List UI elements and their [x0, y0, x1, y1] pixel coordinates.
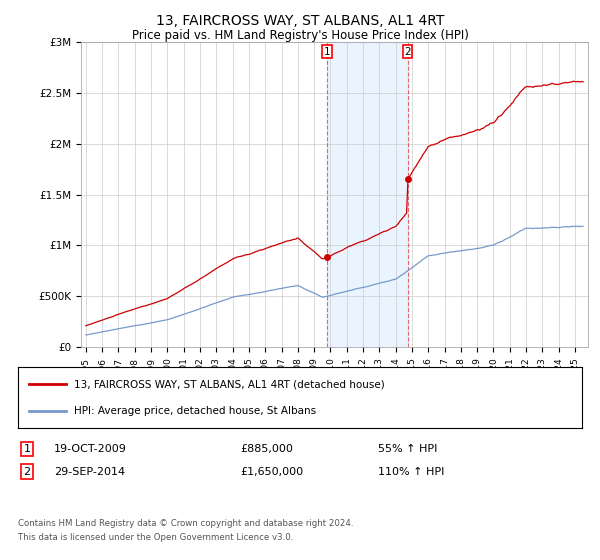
Text: 1: 1: [23, 444, 31, 454]
Text: HPI: Average price, detached house, St Albans: HPI: Average price, detached house, St A…: [74, 406, 317, 416]
Text: £1,650,000: £1,650,000: [240, 466, 303, 477]
Text: 19-OCT-2009: 19-OCT-2009: [54, 444, 127, 454]
Text: 2: 2: [23, 466, 31, 477]
Bar: [327, 42, 407, 347]
Text: 13, FAIRCROSS WAY, ST ALBANS, AL1 4RT (detached house): 13, FAIRCROSS WAY, ST ALBANS, AL1 4RT (d…: [74, 379, 385, 389]
Text: This data is licensed under the Open Government Licence v3.0.: This data is licensed under the Open Gov…: [18, 533, 293, 542]
Text: 29-SEP-2014: 29-SEP-2014: [54, 466, 125, 477]
Text: Contains HM Land Registry data © Crown copyright and database right 2024.: Contains HM Land Registry data © Crown c…: [18, 519, 353, 528]
Text: Price paid vs. HM Land Registry's House Price Index (HPI): Price paid vs. HM Land Registry's House …: [131, 29, 469, 42]
Text: 13, FAIRCROSS WAY, ST ALBANS, AL1 4RT: 13, FAIRCROSS WAY, ST ALBANS, AL1 4RT: [156, 14, 444, 28]
Text: 55% ↑ HPI: 55% ↑ HPI: [378, 444, 437, 454]
Text: £885,000: £885,000: [240, 444, 293, 454]
Text: 1: 1: [323, 46, 331, 57]
Text: 110% ↑ HPI: 110% ↑ HPI: [378, 466, 445, 477]
Text: 2: 2: [404, 46, 411, 57]
